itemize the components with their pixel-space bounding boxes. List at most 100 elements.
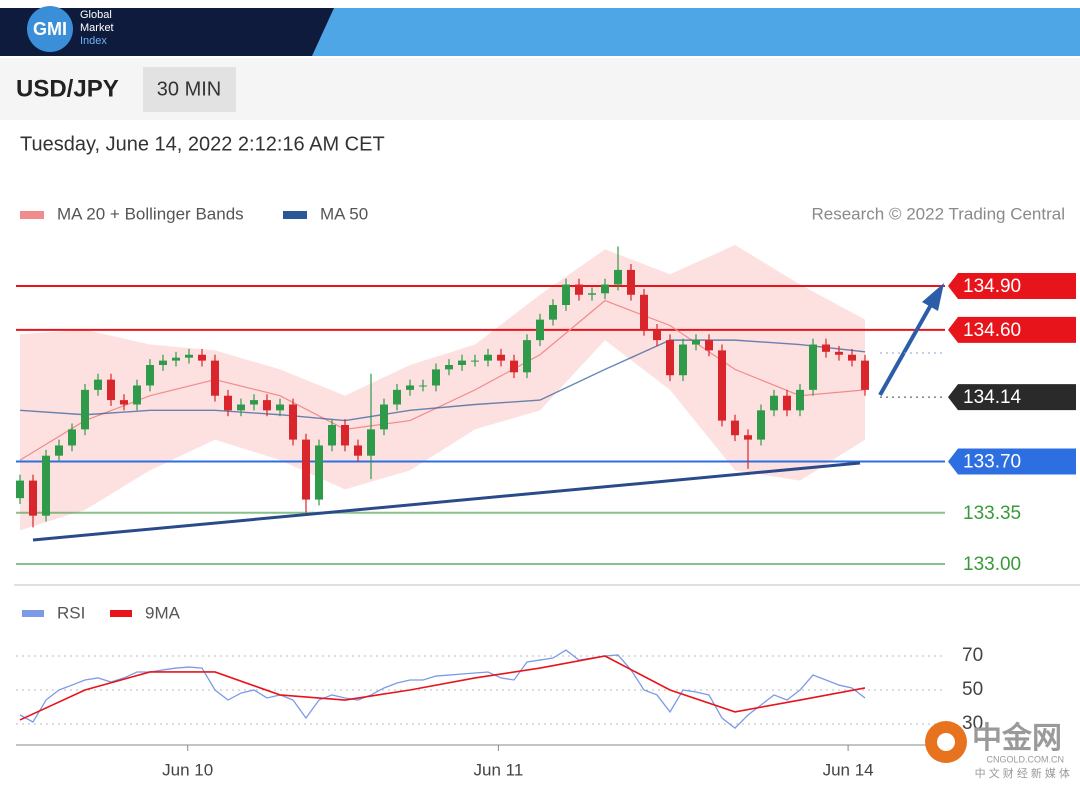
legend-label: RSI [57,603,85,622]
candle-body [432,369,440,386]
candle-body [367,429,375,456]
series-line [19,655,866,721]
candle-body [549,305,557,320]
candle-body [601,284,609,294]
candle-body [16,480,24,499]
candle-body [614,269,622,285]
timeframe[interactable]: 30 MIN [157,78,221,100]
candle-body [68,429,76,446]
x-tick-label: Jun 10 [162,760,213,779]
candle-body [562,284,570,306]
level-label: 134.14 [963,387,1022,408]
legend-label: MA 20 + Bollinger Bands [57,204,244,223]
legend-swatch [110,610,132,617]
brand: Market [80,22,114,34]
logo: GMI [33,19,67,39]
candle-body [328,424,336,446]
level-label: 133.70 [963,452,1021,473]
candle-body [250,400,258,405]
watermark-tagline: 中 文 财 经 新 媒 体 [975,766,1070,780]
candle-body [198,354,206,361]
y-tick-label: 50 [962,679,983,700]
candle-body [393,389,401,405]
candle-body [523,340,531,373]
candle-body [718,350,726,421]
x-tick-label: Jun 14 [823,760,874,779]
watermark: 中金网 CNGOLD.COM.CN 中 文 财 经 新 媒 体 [925,721,1070,780]
level-label: 133.00 [963,554,1021,575]
level-box [948,448,1076,475]
series-line [19,649,866,729]
candle-body [705,340,713,351]
candle-body [783,395,791,411]
candle-body [81,389,89,430]
level-box [948,316,1076,343]
candle-body [744,435,752,440]
banner-dark [0,8,334,56]
candle-body [536,319,544,341]
watermark-name: 中金网 [972,721,1062,755]
candle-body [159,360,167,365]
candle-body [757,410,765,440]
arrow [878,302,934,396]
candle-body [627,269,635,295]
candle-body [484,354,492,361]
candle-body [731,420,739,436]
candle-body [588,293,596,295]
trendline [32,461,861,542]
level-label: 133.35 [963,503,1021,524]
moving-average [19,339,866,422]
level-box [948,384,1076,411]
candle-body [653,329,661,341]
credit: Research © 2022 Trading Central [812,204,1066,223]
candle-body [237,404,245,411]
candle-body [133,385,141,405]
candle-body [55,445,63,456]
candle-body [120,400,128,405]
candle-body [861,360,869,390]
symbol: USD/JPY [16,75,119,102]
x-tick-label: Jun 11 [474,760,524,779]
candle-body [211,360,219,396]
y-tick-label: 30 [962,713,983,734]
candle-body [510,360,518,373]
candle-body [107,379,115,401]
candle-body [497,354,505,361]
candle-body [276,404,284,411]
candle-body [94,379,102,390]
candle-body [770,395,778,411]
level-box [948,272,1076,299]
candle-body [406,385,414,390]
candle-body [29,480,37,516]
level-label: 134.90 [963,276,1021,297]
timeframe-box[interactable] [143,67,236,112]
candle-body [380,404,388,430]
bollinger-band [20,245,865,531]
candle-body [458,360,466,365]
date: Tuesday, June 14, 2022 2:12:16 AM CET [20,133,385,155]
y-tick-label: 70 [962,645,983,666]
candle-body [185,354,193,358]
candle-body [679,344,687,376]
candle-body [224,395,232,411]
candle-body [640,294,648,330]
candle-body [848,354,856,361]
watermark-logo-inner [937,733,955,751]
candle-body [263,400,271,411]
candle-body [471,360,479,362]
legend-swatch [22,610,44,617]
annotations [32,283,945,542]
candle-body [354,445,362,456]
candle-body [172,357,180,361]
brand: Index [80,35,107,47]
candle-body [341,424,349,446]
candle-body [42,455,50,516]
candle-body [289,404,297,440]
legend-label: MA 50 [320,204,368,223]
brand: Global [80,9,112,21]
candle-body [302,439,310,500]
legend-swatch [283,211,307,219]
candle-body [419,385,427,387]
candle-body [146,364,154,386]
